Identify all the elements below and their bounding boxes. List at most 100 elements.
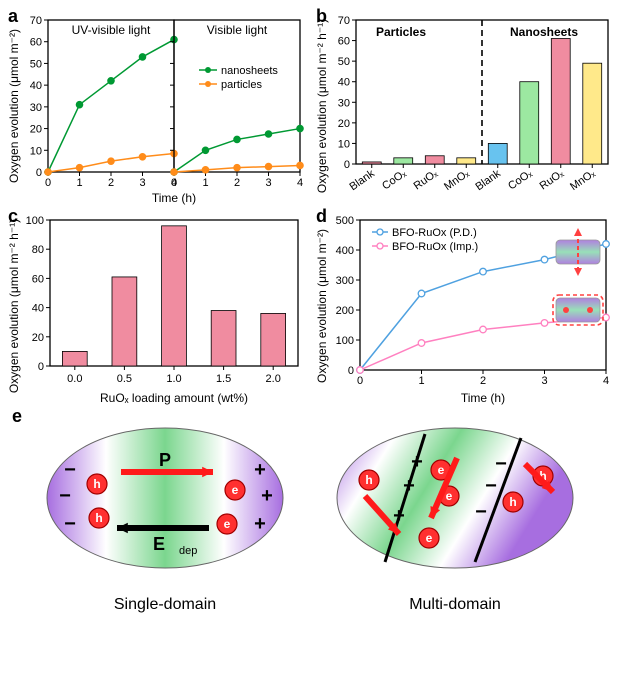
svg-text:1.5: 1.5 — [216, 373, 231, 385]
svg-text:dep: dep — [179, 545, 197, 557]
svg-text:−: − — [475, 501, 487, 523]
svg-text:MnOₓ: MnOₓ — [442, 167, 472, 193]
svg-text:Oxygen evolution (μmol m⁻²): Oxygen evolution (μmol m⁻²) — [7, 29, 21, 183]
svg-text:particles: particles — [221, 79, 262, 91]
svg-text:P: P — [159, 450, 171, 470]
svg-text:2: 2 — [234, 177, 240, 189]
svg-text:E: E — [153, 534, 165, 554]
svg-text:h: h — [365, 473, 372, 487]
svg-text:+: + — [411, 451, 423, 473]
svg-text:Particles: Particles — [376, 25, 426, 39]
svg-text:0: 0 — [348, 365, 354, 377]
multi-domain-diagram: +++−−−heeehh Multi-domain — [325, 418, 585, 614]
svg-text:e: e — [446, 489, 453, 503]
svg-text:500: 500 — [336, 215, 354, 227]
panel-label-c: c — [8, 206, 18, 227]
svg-text:3: 3 — [139, 177, 145, 189]
svg-text:70: 70 — [338, 15, 350, 27]
svg-text:nanosheets: nanosheets — [221, 65, 278, 77]
svg-text:−: − — [64, 513, 76, 535]
svg-text:2.0: 2.0 — [266, 373, 281, 385]
svg-text:0: 0 — [36, 167, 42, 179]
svg-text:0: 0 — [344, 159, 350, 171]
svg-text:40: 40 — [338, 77, 350, 89]
svg-text:Blank: Blank — [473, 167, 503, 193]
svg-text:100: 100 — [26, 215, 44, 227]
panel-label-a: a — [8, 6, 18, 27]
svg-text:e: e — [426, 531, 433, 545]
svg-text:50: 50 — [338, 56, 350, 68]
svg-text:1: 1 — [202, 177, 208, 189]
svg-text:30: 30 — [338, 97, 350, 109]
svg-text:+: + — [254, 513, 266, 535]
svg-text:+: + — [403, 475, 415, 497]
svg-text:h: h — [93, 477, 100, 491]
svg-text:3: 3 — [265, 177, 271, 189]
panel-c: c 0 20 40 60 80 100 0.0 0.5 1.0 1.5 2.0 Oxygen evol… — [6, 206, 306, 406]
svg-text:Time (h): Time (h) — [152, 191, 196, 205]
svg-text:1.0: 1.0 — [166, 373, 181, 385]
svg-text:RuOₓ: RuOₓ — [412, 167, 441, 192]
svg-text:+: + — [261, 485, 273, 507]
svg-text:CoOₓ: CoOₓ — [506, 167, 535, 192]
svg-text:BFO-RuOx (P.D.): BFO-RuOx (P.D.) — [392, 227, 477, 239]
multi-domain-caption: Multi-domain — [325, 596, 585, 614]
svg-text:Blank: Blank — [347, 167, 377, 193]
figure: a Oxygen evolution (μmol m⁻²)01020304050… — [6, 6, 614, 622]
svg-text:60: 60 — [32, 273, 44, 285]
svg-text:0: 0 — [45, 177, 51, 189]
single-domain-caption: Single-domain — [35, 596, 295, 614]
svg-text:Oxygen evolution (μmol m⁻² h⁻¹: Oxygen evolution (μmol m⁻² h⁻¹) — [7, 219, 21, 393]
panel-e: e −−−+++hheePEdep Single-domain +++−−−he… — [6, 406, 614, 622]
svg-text:0: 0 — [38, 361, 44, 373]
svg-text:−: − — [495, 453, 507, 475]
svg-text:e: e — [224, 517, 231, 531]
panel-label-b: b — [316, 6, 327, 27]
svg-text:60: 60 — [338, 36, 350, 48]
svg-text:e: e — [438, 463, 445, 477]
svg-text:BFO-RuOx (Imp.): BFO-RuOx (Imp.) — [392, 241, 478, 253]
svg-text:4: 4 — [297, 177, 303, 189]
panel-b: b 010203040506070BlankCoOₓRuOₓMnOₓBlankC… — [314, 6, 614, 206]
svg-text:−: − — [485, 475, 497, 497]
svg-text:1: 1 — [418, 375, 424, 387]
svg-text:3: 3 — [541, 375, 547, 387]
panel-a-chart: Oxygen evolution (μmol m⁻²)0102030405060… — [6, 6, 306, 206]
panel-c-chart: 0 20 40 60 80 100 0.0 0.5 1.0 1.5 2.0 Oxygen evolut… — [6, 206, 306, 406]
svg-text:40: 40 — [30, 80, 42, 92]
svg-text:2: 2 — [108, 177, 114, 189]
svg-text:200: 200 — [336, 305, 354, 317]
svg-text:70: 70 — [30, 15, 42, 27]
panel-a: a Oxygen evolution (μmol m⁻²)01020304050… — [6, 6, 306, 206]
svg-text:CoOₓ: CoOₓ — [380, 167, 409, 192]
svg-text:Oxygen evolution (μmol m⁻²): Oxygen evolution (μmol m⁻²) — [315, 229, 329, 383]
svg-text:Oxygen evolution (μmol m⁻² h⁻¹: Oxygen evolution (μmol m⁻² h⁻¹) — [315, 19, 329, 193]
svg-text:−: − — [64, 459, 76, 481]
svg-text:RuOₓ loading amount (wt%): RuOₓ loading amount (wt%) — [100, 391, 248, 405]
panel-label-e: e — [12, 406, 22, 427]
svg-text:UV-visible light: UV-visible light — [72, 23, 151, 37]
panel-label-d: d — [316, 206, 327, 227]
svg-text:MnOₓ: MnOₓ — [568, 167, 598, 193]
svg-text:Time (h): Time (h) — [461, 391, 505, 405]
svg-text:0: 0 — [357, 375, 363, 387]
svg-text:0.5: 0.5 — [117, 373, 132, 385]
svg-text:30: 30 — [30, 102, 42, 114]
svg-text:400: 400 — [336, 245, 354, 257]
svg-text:RuOₓ: RuOₓ — [538, 167, 567, 192]
svg-text:10: 10 — [30, 145, 42, 157]
svg-text:60: 60 — [30, 37, 42, 49]
svg-text:h: h — [509, 495, 516, 509]
svg-text:20: 20 — [338, 118, 350, 130]
panel-d-chart: 010020030040050001234Oxygen evolution (μ… — [314, 206, 614, 406]
svg-text:20: 20 — [30, 124, 42, 136]
svg-text:20: 20 — [32, 332, 44, 344]
svg-text:4: 4 — [603, 375, 609, 387]
svg-text:0: 0 — [171, 177, 177, 189]
single-domain-diagram: −−−+++hheePEdep Single-domain — [35, 418, 295, 614]
svg-text:80: 80 — [32, 244, 44, 256]
svg-text:40: 40 — [32, 303, 44, 315]
svg-text:0.0: 0.0 — [67, 373, 82, 385]
svg-text:h: h — [95, 511, 102, 525]
panel-b-chart: 010203040506070BlankCoOₓRuOₓMnOₓBlankCoO… — [314, 6, 614, 206]
